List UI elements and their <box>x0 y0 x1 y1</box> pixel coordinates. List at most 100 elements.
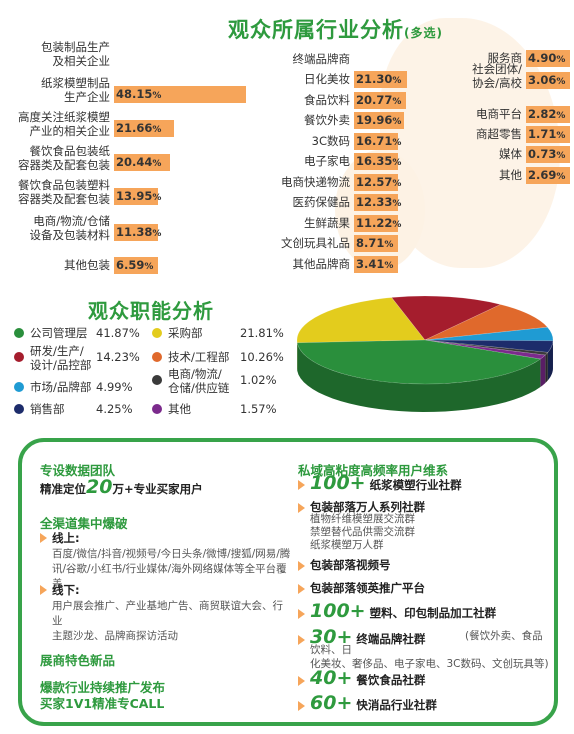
industry-bar <box>526 126 570 143</box>
pie-slice <box>424 339 554 353</box>
industry-label: 电商/物流/仓储 设备及包装材料 <box>29 214 111 242</box>
pie-slice-side <box>297 342 541 412</box>
legend-label: 技术/工程部 <box>168 350 230 364</box>
industry-label: 餐饮食品包装塑料 容器类及配套包装 <box>18 178 110 206</box>
legend-value: 1.02% <box>240 373 277 387</box>
industry-bar <box>354 215 398 232</box>
online-text: 百度/微信/抖音/视频号/今日头条/微博/搜狐/网易/腾 讯/谷歌/小红书/行业… <box>52 548 291 590</box>
fmcg-community: 60+ 快消品行业社群 <box>310 692 437 714</box>
legend-dot <box>14 352 24 362</box>
arrow-icon <box>298 503 305 513</box>
video-channel: 包装部落视频号 <box>310 558 391 572</box>
industry-label: 食品饮料 <box>304 93 350 107</box>
industry-value: 21.66% <box>116 121 162 135</box>
industry-value: 2.82% <box>528 107 566 121</box>
industry-label: 餐饮食品包装纸 容器类及配套包装 <box>18 144 110 172</box>
industry-bar <box>354 71 408 88</box>
legend-value: 4.25% <box>96 402 133 416</box>
industry-value: 16.35% <box>356 154 402 168</box>
pulp-community: 100+ 纸浆模塑行业社群 <box>310 472 462 494</box>
industry-value: 12.33% <box>356 195 402 209</box>
new-products-heading: 展商特色新品 <box>40 653 116 668</box>
industry-bar <box>114 154 171 171</box>
brand-community: 30+ 终端品牌社群 <box>310 626 426 648</box>
industry-bar <box>526 167 570 184</box>
industry-bar <box>354 133 398 150</box>
promo-box <box>18 438 558 726</box>
legend-dot <box>14 328 24 338</box>
function-title: 观众职能分析 <box>88 299 214 323</box>
industry-bar <box>526 50 570 67</box>
arrow-icon <box>40 533 47 543</box>
pie-slice <box>424 339 546 360</box>
pie-slice <box>424 326 554 342</box>
legend-label: 公司管理层 <box>30 326 88 340</box>
legend-value: 21.81% <box>240 326 284 340</box>
industry-value: 13.95% <box>116 189 162 203</box>
industry-value: 1.71% <box>528 127 566 141</box>
industry-value: 3.06% <box>528 73 566 87</box>
arrow-icon <box>298 609 305 619</box>
linkedin-platform: 包装部落领英推广平台 <box>310 581 425 595</box>
industry-label: 其他包装 <box>64 258 110 272</box>
industry-label: 餐饮外卖 <box>304 113 350 127</box>
pie-slice-side <box>545 352 548 384</box>
industry-bar <box>114 257 158 274</box>
arrow-icon <box>298 480 305 490</box>
offline-text: 用户展会推广、产业基地广告、商贸联谊大会、行业 主题沙龙、品牌商探访活动 <box>52 600 283 642</box>
promotion-heading: 爆款行业持续推广发布 <box>40 680 166 695</box>
legend-dot <box>152 328 162 338</box>
legend-value: 4.99% <box>96 380 133 394</box>
industry-bar <box>114 86 247 103</box>
pie-slice <box>296 339 542 385</box>
industry-bar <box>526 106 570 123</box>
industry-label: 电商平台 <box>476 107 522 121</box>
industry-label: 社会团体/ 协会/高校 <box>472 62 522 90</box>
legend-label: 销售部 <box>30 402 65 416</box>
industry-value: 3.41% <box>356 257 394 271</box>
legend-label: 采购部 <box>168 326 203 340</box>
legend-dot <box>14 382 24 392</box>
industry-label: 电子家电 <box>304 154 350 168</box>
industry-label: 高度关注纸浆模塑 产业的相关企业 <box>18 110 110 138</box>
industry-label: 其他 <box>499 168 522 182</box>
industry-value: 16.71% <box>356 134 402 148</box>
industry-value: 12.57% <box>356 175 402 189</box>
legend-dot <box>152 375 162 385</box>
industry-bar <box>114 188 158 205</box>
industry-bar <box>526 146 570 163</box>
legend-dot <box>14 404 24 414</box>
packaging-tribe-community: 包装部落万人系列社群 <box>310 500 425 514</box>
industry-value: 11.38% <box>116 225 162 239</box>
arrow-icon <box>298 561 305 571</box>
legend-value: 10.26% <box>240 350 284 364</box>
industry-label: 电商快递物流 <box>281 175 350 189</box>
pie-slice-side <box>540 355 546 388</box>
packaging-tribe-groups: 植物纤维模塑展交流群 禁塑替代品供需交流群 纸浆模塑万人群 <box>310 513 415 551</box>
industry-value: 20.77% <box>356 93 402 107</box>
industry-label: 商超零售 <box>476 127 522 141</box>
legend-value: 41.87% <box>96 326 140 340</box>
legend-label: 研发/生产/ 设计/品控部 <box>30 344 92 372</box>
industry-label: 日化美妆 <box>304 72 350 86</box>
industry-label: 3C数码 <box>311 134 350 148</box>
industry-label: 纸浆模塑制品 生产企业 <box>41 76 110 104</box>
industry-value: 48.15% <box>116 87 162 101</box>
industry-bar <box>354 92 406 109</box>
arrow-icon <box>298 676 305 686</box>
industry-value: 19.96% <box>356 113 402 127</box>
industry-label: 终端品牌商 <box>292 52 351 66</box>
industry-bar <box>354 174 398 191</box>
industry-value: 8.71% <box>356 236 394 250</box>
industry-title: 观众所属行业分析(多选) <box>228 18 443 42</box>
plastics-community: 100+ 塑料、印包制品加工社群 <box>310 600 497 622</box>
industry-bar <box>354 235 398 252</box>
arrow-icon <box>40 585 47 595</box>
call-heading: 买家1V1精准专CALL <box>40 696 165 711</box>
legend-value: 14.23% <box>96 350 140 364</box>
industry-label: 服务商 <box>487 51 523 65</box>
pie-slice-side <box>547 340 553 381</box>
private-domain-heading: 私域高粘度高频率用户维系 <box>298 463 449 478</box>
industry-bar <box>354 112 404 129</box>
online-label: 线上: <box>52 531 80 545</box>
